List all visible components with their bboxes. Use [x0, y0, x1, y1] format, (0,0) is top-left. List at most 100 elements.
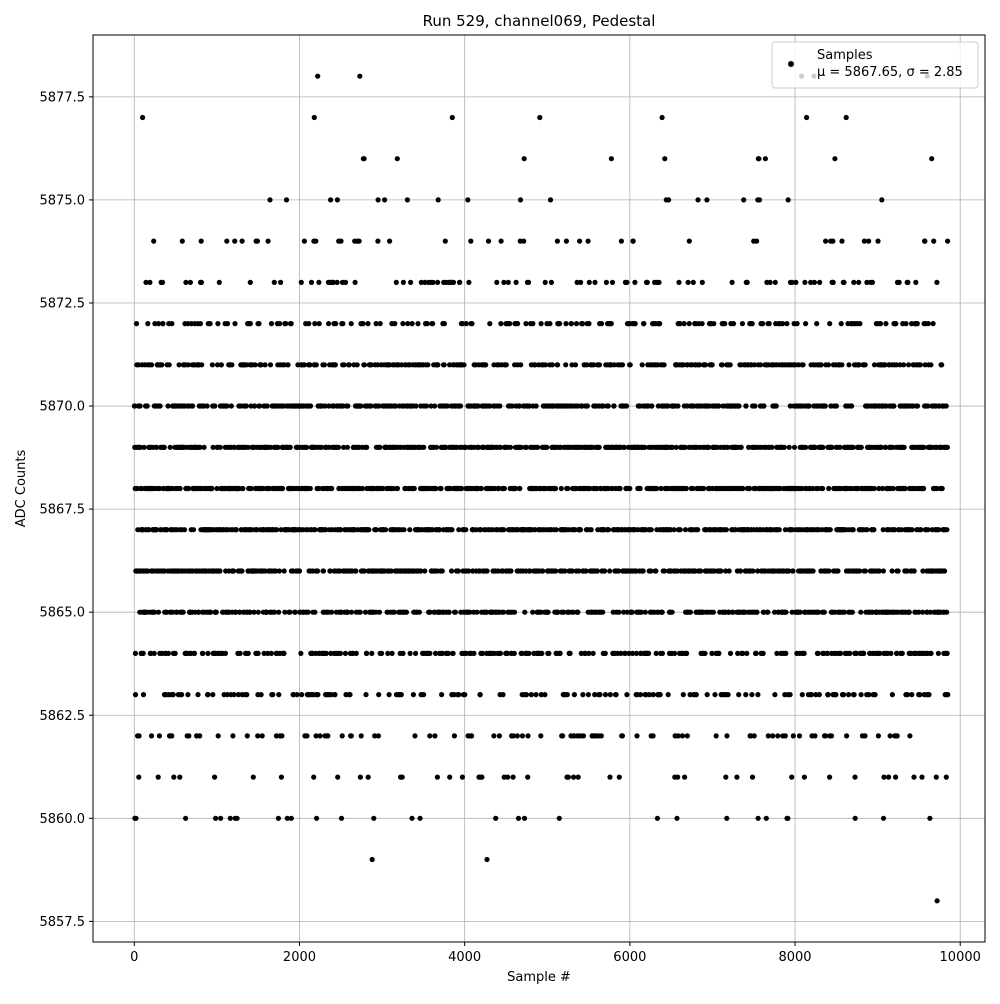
data-point: [911, 568, 917, 574]
data-point: [224, 238, 230, 244]
data-point: [780, 321, 786, 327]
data-point: [338, 527, 344, 533]
data-point: [542, 692, 548, 698]
data-point: [567, 650, 573, 657]
data-point: [471, 650, 477, 657]
y-tick-label: 5877.5: [40, 90, 86, 105]
data-point: [247, 609, 253, 615]
data-point: [475, 403, 481, 409]
data-point: [214, 362, 221, 368]
data-point: [790, 568, 796, 574]
data-point: [276, 609, 282, 615]
data-point: [862, 733, 868, 739]
data-point: [329, 609, 335, 615]
data-point: [611, 403, 617, 409]
data-point: [730, 609, 736, 615]
data-point: [843, 114, 849, 121]
data-point: [483, 362, 489, 368]
data-point: [377, 444, 383, 450]
data-point: [931, 238, 937, 244]
data-point: [828, 733, 835, 739]
x-axis-label: Sample #: [507, 970, 571, 985]
data-point: [227, 815, 233, 821]
data-point: [904, 568, 910, 574]
data-point: [909, 692, 915, 698]
data-point: [467, 609, 473, 615]
data-point: [224, 321, 231, 327]
x-tick-label: 6000: [613, 950, 646, 965]
data-point: [298, 650, 304, 657]
data-point: [523, 692, 530, 698]
data-point: [883, 444, 889, 450]
data-point: [357, 774, 363, 780]
data-point: [315, 73, 321, 79]
data-point: [231, 692, 237, 698]
data-point: [853, 650, 859, 657]
data-point: [944, 650, 950, 657]
data-point: [576, 568, 582, 574]
data-point: [914, 403, 921, 409]
data-point: [141, 444, 147, 450]
data-point: [334, 197, 340, 203]
data-point: [432, 403, 438, 409]
data-point: [827, 527, 833, 533]
data-point: [557, 650, 563, 657]
data-point: [417, 815, 423, 821]
data-point: [890, 485, 896, 492]
data-point: [528, 692, 534, 698]
data-point: [275, 815, 281, 821]
data-point: [833, 403, 840, 409]
data-point: [542, 362, 549, 368]
data-point: [701, 485, 707, 492]
data-point: [671, 527, 677, 533]
data-point: [769, 444, 775, 450]
data-point: [389, 650, 395, 657]
data-point: [336, 444, 342, 450]
data-point: [284, 815, 290, 821]
data-point: [466, 568, 472, 574]
data-point: [430, 279, 436, 285]
data-point: [275, 444, 281, 450]
data-point: [547, 197, 554, 203]
data-point: [927, 815, 933, 821]
data-point: [756, 197, 763, 203]
data-points: [131, 73, 951, 904]
data-point: [501, 279, 507, 285]
data-point: [565, 485, 571, 492]
data-point: [864, 279, 870, 285]
data-point: [774, 650, 780, 657]
data-point: [744, 650, 750, 657]
data-point: [629, 609, 635, 615]
data-point: [407, 527, 413, 533]
data-point: [375, 733, 381, 739]
axis-ticks: 0 2000 4000 6000 8000 10000 5857.5 5860.0 5862.5…: [40, 90, 981, 965]
data-point: [497, 650, 503, 657]
data-point: [621, 609, 627, 615]
y-tick-label: 5865.0: [40, 606, 86, 621]
data-point: [773, 403, 779, 409]
data-point: [538, 692, 544, 698]
data-point: [781, 444, 787, 450]
data-point: [744, 279, 750, 285]
data-point: [713, 733, 719, 739]
data-point: [433, 444, 440, 450]
data-point: [880, 815, 887, 821]
data-point: [760, 321, 766, 327]
data-point: [316, 321, 322, 327]
data-point: [659, 114, 665, 121]
data-point: [799, 692, 805, 698]
data-point: [909, 527, 915, 533]
data-point: [140, 650, 146, 657]
data-point: [217, 568, 223, 574]
data-point: [430, 321, 436, 327]
data-point: [864, 527, 870, 533]
data-point: [435, 197, 441, 203]
data-point: [432, 733, 438, 739]
data-point: [281, 650, 287, 657]
data-point: [255, 650, 261, 657]
data-point: [893, 362, 900, 368]
data-point: [684, 733, 690, 739]
data-point: [447, 774, 453, 780]
data-point: [706, 444, 712, 450]
